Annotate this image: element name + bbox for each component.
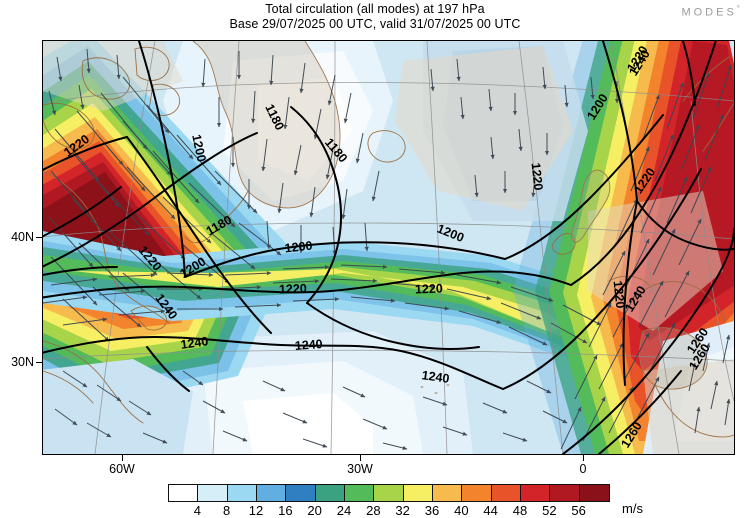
colorbar-segment: [579, 485, 609, 501]
svg-text:1200: 1200: [189, 133, 208, 163]
modes-logo-mark: °: [736, 4, 740, 13]
colorbar-tick-label: 40: [454, 503, 469, 518]
x-axis-label-30w: 30W: [347, 462, 373, 476]
map-canvas: 1180 1180 1180 1200 1200 1200 1200 1200 …: [43, 41, 734, 454]
svg-text:1220: 1220: [611, 280, 628, 309]
y-tick-40n: [36, 237, 42, 239]
colorbar-tick-label: 32: [395, 503, 410, 518]
colorbar-tick-label: 56: [571, 503, 586, 518]
svg-text:1220: 1220: [529, 162, 546, 191]
svg-text:1220: 1220: [415, 282, 443, 297]
colorbar-segment: [520, 485, 551, 501]
colorbar-segment: [344, 485, 375, 501]
y-axis-label-30n: 30N: [11, 355, 34, 369]
x-tick-60w: [122, 455, 124, 461]
colorbar-tick-label: 52: [542, 503, 557, 518]
colorbar-segment: [315, 485, 345, 501]
svg-text:1200: 1200: [284, 239, 313, 256]
colorbar-segment: [432, 485, 463, 501]
colorbar-segment: [256, 485, 287, 501]
colorbar-tick-label: 4: [193, 503, 201, 518]
colorbar-segment: [286, 485, 316, 501]
colorbar-segment: [227, 485, 257, 501]
page-title: Total circulation (all modes) at 197 hPa: [265, 2, 485, 16]
x-axis-label-0: 0: [579, 462, 587, 476]
colorbar-tick-label: 20: [307, 503, 322, 518]
colorbar-tick-label: 36: [424, 503, 440, 518]
x-axis-label-60w: 60W: [109, 462, 135, 476]
map-plot-area: 1180 1180 1180 1200 1200 1200 1200 1200 …: [42, 40, 735, 455]
colorbar-tick-label: 12: [248, 503, 264, 518]
chart-title-block: Total circulation (all modes) at 197 hPa…: [0, 2, 750, 32]
colorbar-tick-label: 16: [278, 503, 293, 518]
svg-text:1240: 1240: [180, 334, 210, 352]
colorbar-segment: [169, 485, 199, 501]
modes-logo: MODES°: [681, 4, 740, 19]
svg-text:1240: 1240: [294, 337, 323, 353]
colorbar-tick-label: 28: [366, 503, 381, 518]
colorbar-unit-label: m/s: [622, 501, 643, 516]
colorbar-tick-label: 44: [483, 503, 498, 518]
modes-logo-text: MODES: [681, 6, 737, 19]
colorbar-tick-label: 8: [223, 503, 231, 518]
colorbar-segment: [198, 485, 228, 501]
colorbar-segment: [374, 485, 404, 501]
svg-text:1240: 1240: [421, 368, 451, 386]
svg-text:1220: 1220: [279, 282, 307, 297]
colorbar-segment: [550, 485, 580, 501]
colorbar-segment: [491, 485, 521, 501]
colorbar-segment: [403, 485, 433, 501]
colorbar-tick-label: 48: [512, 503, 528, 518]
colorbar: [168, 484, 610, 502]
y-axis-label-40n: 40N: [11, 230, 34, 244]
y-tick-30n: [36, 362, 42, 364]
colorbar-segment: [462, 485, 492, 501]
colorbar-tick-label: 24: [336, 503, 352, 518]
x-tick-0: [583, 455, 585, 461]
chart-subtitle: Base 29/07/2025 00 UTC, valid 31/07/2025…: [229, 17, 521, 31]
x-tick-30w: [360, 455, 362, 461]
